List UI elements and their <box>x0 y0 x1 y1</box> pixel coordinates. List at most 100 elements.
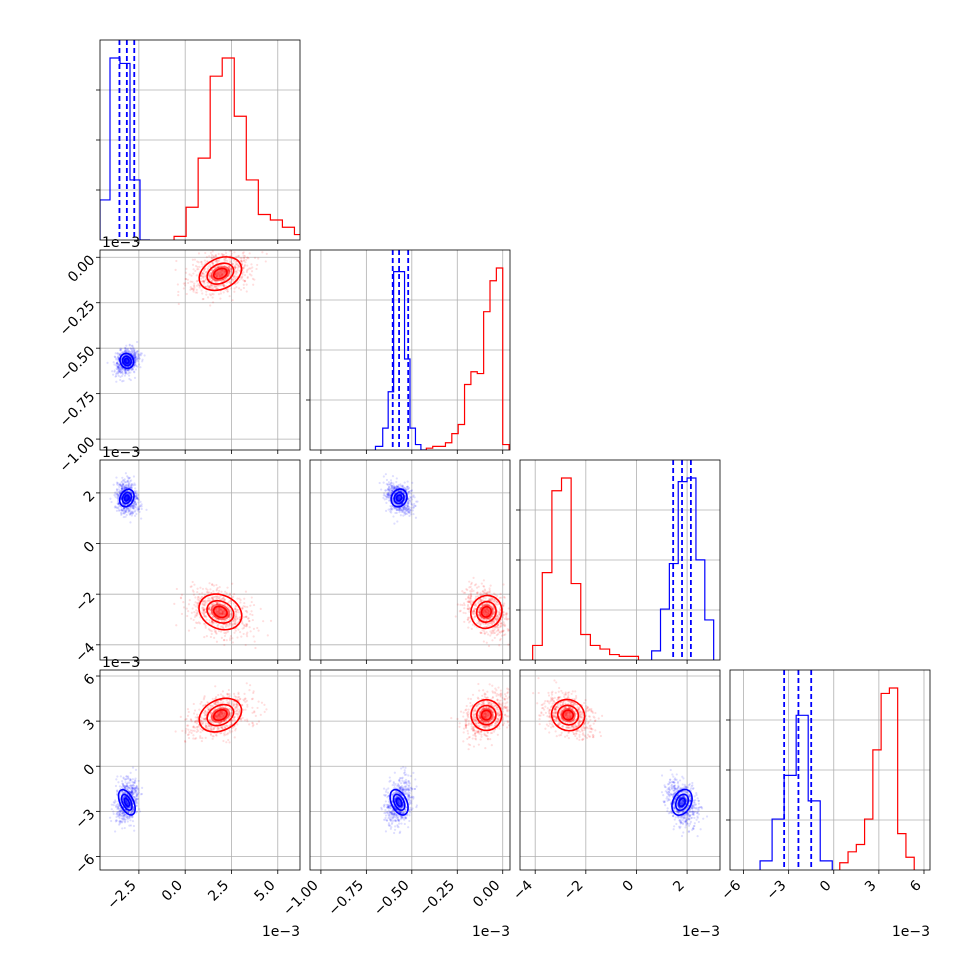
scatter-point <box>404 487 408 490</box>
scatter-point <box>412 506 416 509</box>
scatter-point <box>137 506 141 509</box>
scatter-point <box>403 510 407 513</box>
scatter-point <box>124 371 128 374</box>
y-tick-label: −1.00 <box>57 434 99 476</box>
scatter-point <box>229 634 232 638</box>
scatter-point <box>134 791 137 794</box>
scatter-point <box>238 616 241 619</box>
scatter-point <box>130 815 133 818</box>
scatter-point <box>190 585 193 588</box>
scatter-point <box>124 785 127 788</box>
scatter-point <box>208 255 211 258</box>
scatter-point <box>123 507 126 510</box>
scatter-point <box>200 262 204 266</box>
scatter-point <box>243 264 246 268</box>
scatter-point <box>186 278 189 281</box>
scatter-point <box>191 263 195 266</box>
scatter-point <box>120 368 123 371</box>
panel-frame <box>99 459 301 661</box>
contour-series-0 <box>117 788 136 816</box>
scatter-point <box>114 357 118 360</box>
scatter-point <box>192 734 195 737</box>
scatter-point <box>127 482 130 486</box>
scatter-point <box>242 286 246 290</box>
scatter-point <box>120 487 124 490</box>
scatter-point <box>395 485 398 488</box>
scatter-point <box>203 268 206 271</box>
scatter-point <box>123 510 126 513</box>
scatter-point <box>125 369 128 372</box>
scatter-point <box>246 611 249 614</box>
scatter-point <box>134 359 137 362</box>
scatter-point <box>236 698 239 701</box>
scatter-point <box>217 727 220 731</box>
scatter-point <box>214 286 218 289</box>
scatter-point <box>215 618 218 621</box>
scatter-point <box>492 632 495 635</box>
scatter-point <box>498 639 502 642</box>
scatter-point <box>407 510 410 514</box>
scatter-point <box>125 350 128 354</box>
scatter-point <box>190 274 193 277</box>
scatter-point <box>492 621 495 624</box>
scatter-point <box>245 258 248 261</box>
scatter-point <box>474 595 478 598</box>
scatter-point <box>386 492 389 495</box>
scatter-point <box>121 486 124 490</box>
scatter-point <box>228 729 231 732</box>
scatter-point <box>203 268 206 271</box>
scatter-point <box>234 266 237 269</box>
scatter-point <box>208 286 211 289</box>
scatter-point <box>137 354 140 357</box>
scatter-point <box>208 273 211 276</box>
scatter-point <box>404 508 407 511</box>
scatter-point <box>398 509 401 512</box>
scatter-point <box>192 272 195 275</box>
scatter-point <box>132 795 135 798</box>
scatter-point <box>226 693 229 696</box>
scatter-point <box>473 584 477 587</box>
scatter-point <box>222 700 225 703</box>
scatter-point <box>210 257 213 260</box>
scatter-point <box>112 812 115 816</box>
scatter-point <box>206 267 209 270</box>
scatter-point <box>485 601 489 605</box>
scatter-point <box>232 619 235 622</box>
scatter-point <box>388 494 391 497</box>
scatter-point <box>132 792 135 795</box>
scatter-point <box>383 498 386 501</box>
scatter-point <box>135 801 138 804</box>
scatter-point <box>117 509 121 512</box>
scatter-point <box>130 791 133 794</box>
scatter-point <box>220 636 223 639</box>
scatter-point <box>130 485 133 488</box>
scatter-point <box>116 495 119 498</box>
scatter-point <box>141 786 144 789</box>
scatter-point <box>180 612 184 616</box>
scatter-point <box>467 626 470 629</box>
scatter-point <box>233 622 236 625</box>
scatter-point <box>189 286 192 289</box>
scatter-point <box>511 630 513 632</box>
scatter-point <box>121 367 124 370</box>
scatter-point <box>207 607 210 610</box>
scatter-point <box>120 347 123 350</box>
scatter-point <box>473 608 476 611</box>
scatter-point <box>241 627 244 630</box>
scatter-point <box>233 274 236 277</box>
scatter-point <box>470 594 473 598</box>
scatter-point <box>226 586 229 589</box>
scatter-point <box>498 626 502 629</box>
scatter-point <box>211 697 214 700</box>
scatter-point <box>401 485 404 488</box>
scatter-point <box>177 302 180 306</box>
scatter-point <box>203 279 206 283</box>
scatter-point <box>500 596 503 599</box>
scatter-point <box>225 631 228 634</box>
scatter-point <box>222 596 225 599</box>
scatter-point <box>217 589 221 592</box>
scatter-point <box>385 482 388 486</box>
scatter-point <box>463 607 466 610</box>
scatter-point <box>120 507 123 510</box>
scatter-point <box>134 355 137 359</box>
